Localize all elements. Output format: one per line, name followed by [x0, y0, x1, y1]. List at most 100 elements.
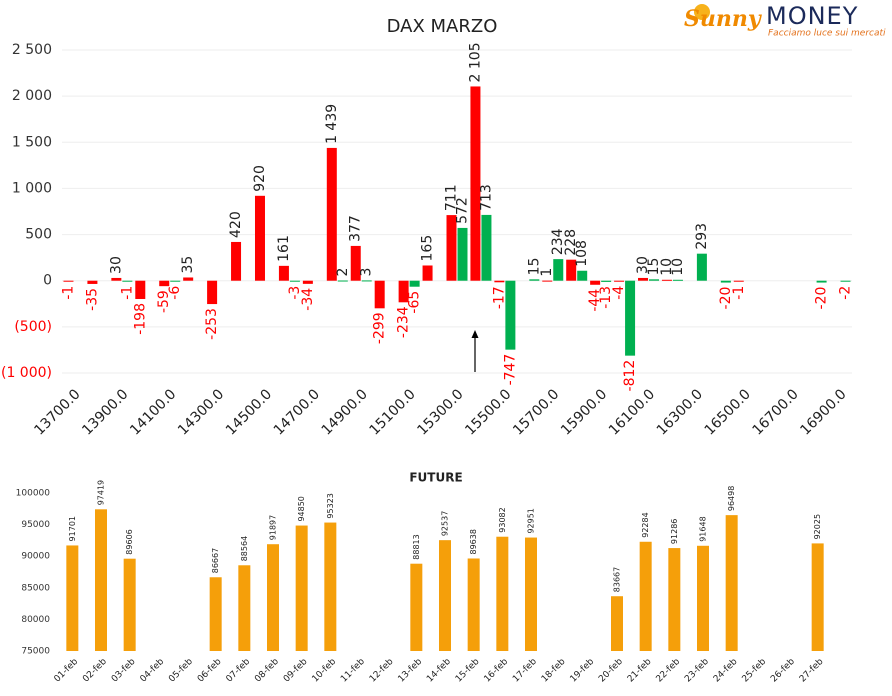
value-label: 93082	[498, 507, 507, 532]
value-label: 94850	[297, 496, 306, 521]
bar	[123, 558, 136, 651]
value-label: 228	[563, 229, 579, 256]
value-label: 83667	[613, 567, 622, 592]
bar	[267, 544, 279, 651]
value-label: 161	[276, 235, 292, 262]
logo: Sunny MONEY Facciamo luce sui mercati	[684, 2, 886, 39]
value-label: 572	[455, 197, 471, 224]
bar	[494, 280, 505, 283]
value-label: 96498	[727, 486, 736, 511]
x-tick-label: 18-feb	[540, 657, 568, 685]
arrow	[471, 330, 479, 372]
bar	[481, 214, 492, 281]
value-label: -20	[718, 287, 734, 310]
value-label: -44	[587, 289, 603, 312]
bar	[295, 525, 308, 651]
x-tick-label: 15900.0	[558, 386, 610, 438]
x-tick-label: 16100.0	[606, 386, 658, 438]
value-label: 234	[550, 228, 566, 255]
y-tick-label: 100000	[16, 489, 51, 499]
x-tick-label: 14900.0	[319, 386, 371, 438]
value-label: -2	[838, 286, 854, 300]
y-tick-label: 1 000	[12, 180, 52, 196]
bar	[326, 147, 337, 281]
x-tick-label: 26-feb	[769, 657, 797, 685]
x-tick-label: 14-feb	[425, 657, 453, 685]
value-label: 1 439	[324, 104, 340, 144]
x-tick-label: 02-feb	[81, 657, 109, 685]
x-tick-label: 01-feb	[53, 657, 81, 685]
bar	[638, 277, 649, 281]
bar	[410, 563, 423, 651]
x-tick-label: 15700.0	[510, 386, 562, 438]
bar	[672, 279, 683, 281]
bar	[661, 279, 672, 281]
x-tick-label: 10-feb	[311, 657, 339, 685]
value-label: -747	[502, 354, 518, 386]
bar	[135, 280, 146, 299]
value-label: 377	[348, 215, 364, 242]
value-label: 92025	[813, 514, 822, 539]
bar	[398, 280, 409, 303]
x-tick-label: 13900.0	[79, 386, 131, 438]
bar	[350, 245, 361, 281]
value-label: 3	[359, 268, 375, 277]
bar	[614, 280, 625, 282]
x-tick-label: 06-feb	[196, 657, 224, 685]
y-tick-label: 1 500	[12, 134, 52, 150]
bar	[811, 543, 824, 651]
x-tick-label: 15-feb	[454, 657, 482, 685]
x-tick-label: 12-feb	[368, 657, 396, 685]
value-label: -4	[611, 286, 627, 300]
x-tick-label: 24-feb	[712, 657, 740, 685]
bar	[409, 280, 420, 287]
x-tick-label: 05-feb	[167, 657, 195, 685]
logo-name: MONEY	[766, 2, 858, 30]
x-tick-label: 17-feb	[511, 657, 539, 685]
value-label: 10	[659, 258, 675, 276]
y-tick-label: 500	[25, 227, 52, 243]
bar	[238, 565, 251, 651]
y-tick-label: (500)	[14, 319, 52, 335]
value-label: 89638	[469, 529, 478, 554]
bar	[611, 596, 623, 651]
bar	[446, 215, 457, 281]
y-tick-label: 75000	[21, 647, 50, 657]
bar	[361, 280, 372, 282]
logo-sun	[694, 4, 710, 20]
value-label: 713	[478, 184, 494, 211]
value-label: 88813	[412, 534, 421, 559]
y-tick-label: 95000	[21, 520, 50, 530]
value-label: -198	[132, 303, 148, 335]
bar	[439, 540, 451, 651]
x-tick-label: 07-feb	[225, 657, 253, 685]
value-label: -812	[622, 360, 638, 392]
bar	[696, 253, 707, 281]
value-label: -1	[731, 286, 747, 300]
value-label: -34	[300, 288, 316, 311]
x-tick-label: 16700.0	[750, 386, 802, 438]
value-label: -3	[287, 286, 303, 300]
x-tick-label: 25-feb	[741, 657, 769, 685]
value-label: 108	[574, 240, 590, 267]
value-label: 420	[228, 211, 244, 238]
bar	[697, 545, 709, 651]
x-tick-label: 14700.0	[271, 386, 323, 438]
x-tick-label: 15100.0	[367, 386, 419, 438]
value-label: -17	[491, 286, 507, 309]
bar	[254, 195, 265, 281]
bar	[505, 280, 516, 350]
bar	[577, 270, 588, 281]
x-tick-label: 19-feb	[569, 657, 597, 685]
bar	[467, 558, 480, 651]
value-label: -59	[156, 290, 172, 313]
x-tick-label: 11-feb	[339, 657, 367, 685]
value-label: 15	[526, 258, 542, 276]
value-label: 97419	[97, 480, 106, 505]
value-label: -1	[119, 286, 135, 300]
bar	[457, 227, 468, 281]
chart-title: FUTURE	[409, 471, 462, 485]
x-tick-label: 13700.0	[31, 386, 83, 438]
x-tick-label: 21-feb	[626, 657, 654, 685]
